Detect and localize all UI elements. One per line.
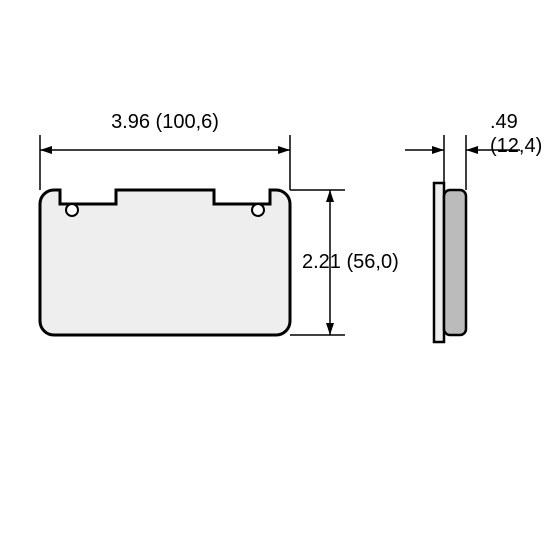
pad-side-friction [444, 190, 466, 335]
mounting-hole-left [66, 204, 78, 216]
pad-side-backing [434, 183, 444, 342]
technical-drawing: 3.96 (100,6) 2.21 (56,0) .49(12,4) [0, 0, 560, 560]
dim-width-label: 3.96 (100,6) [111, 111, 219, 133]
dim-thickness-label-2: (12,4) [490, 135, 542, 157]
dim-thickness-label-1: .49 [490, 111, 518, 133]
mounting-hole-right [252, 204, 264, 216]
dim-height-label: 2.21 (56,0) [302, 251, 399, 273]
